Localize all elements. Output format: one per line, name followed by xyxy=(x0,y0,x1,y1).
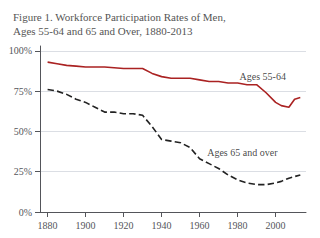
svg-text:75%: 75% xyxy=(14,86,32,97)
svg-text:100%: 100% xyxy=(9,45,32,56)
svg-text:Ages 65 and over: Ages 65 and over xyxy=(207,147,278,158)
svg-text:1900: 1900 xyxy=(76,220,96,231)
svg-text:Ages 55-64: Ages 55-64 xyxy=(240,71,286,82)
svg-text:0%: 0% xyxy=(19,207,32,218)
svg-text:1880: 1880 xyxy=(38,220,58,231)
svg-text:Figure 1. Workforce Participat: Figure 1. Workforce Participation Rates … xyxy=(13,11,226,23)
svg-text:1980: 1980 xyxy=(228,220,248,231)
svg-text:25%: 25% xyxy=(14,166,32,177)
svg-text:1940: 1940 xyxy=(152,220,172,231)
svg-text:1960: 1960 xyxy=(190,220,210,231)
svg-text:50%: 50% xyxy=(14,126,32,137)
svg-text:Ages 55-64 and 65 and Over, 18: Ages 55-64 and 65 and Over, 1880-2013 xyxy=(13,25,193,37)
svg-text:2000: 2000 xyxy=(266,220,286,231)
svg-text:1920: 1920 xyxy=(114,220,134,231)
